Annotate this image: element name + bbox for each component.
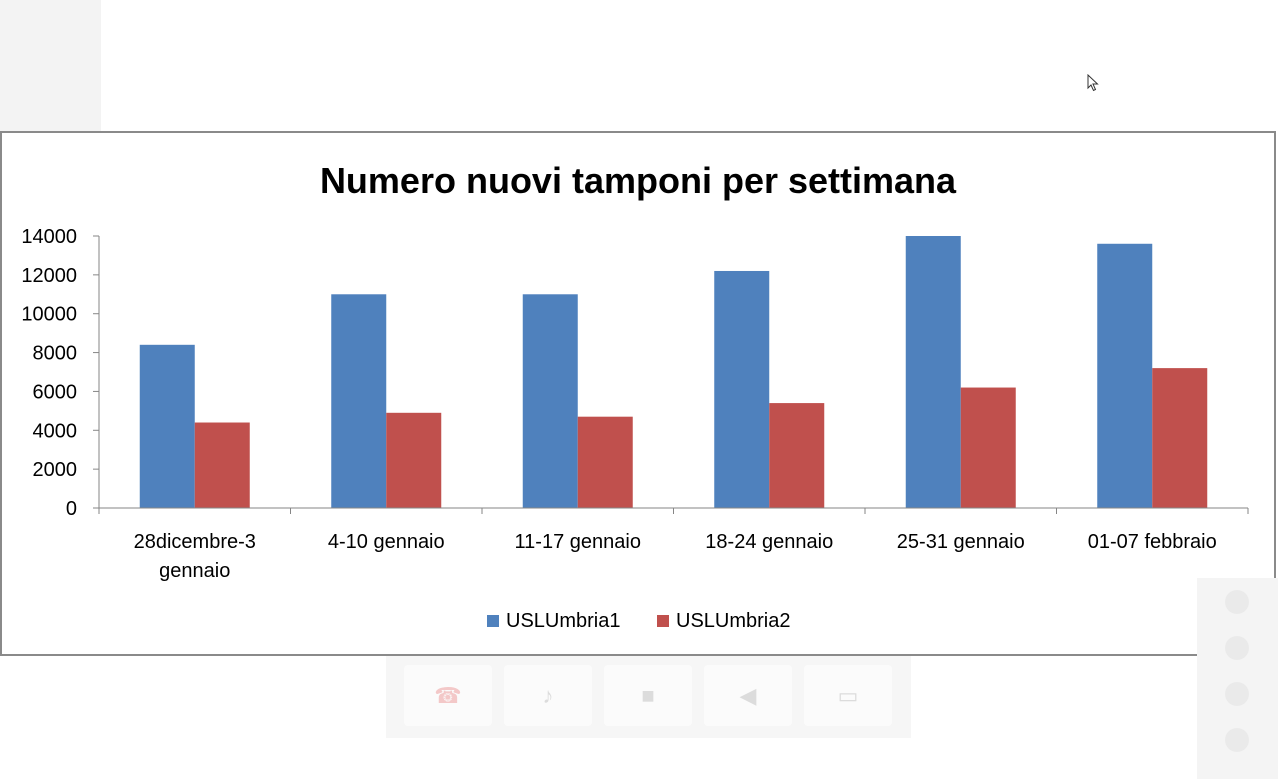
bar-USLUmbria1-3	[714, 270, 770, 508]
x-tick-label: 18-24 gennaio	[705, 531, 833, 553]
x-tick-label: 25-31 gennaio	[897, 531, 1025, 553]
legend-swatch	[487, 615, 499, 627]
bar-USLUmbria2-0	[194, 422, 250, 508]
hangup-button[interactable]: ☎	[404, 665, 492, 726]
participant-icon[interactable]	[1225, 682, 1249, 706]
right-panel	[1197, 578, 1278, 779]
bar-USLUmbria2-2	[577, 416, 633, 508]
x-tick-label: 4-10 gennaio	[328, 531, 445, 553]
microphone-icon: ♪	[542, 682, 554, 708]
bar-USLUmbria1-5	[1097, 243, 1153, 508]
x-tick-label: 11-17 gennaio	[515, 531, 641, 553]
legend-label: USLUmbria1	[506, 610, 620, 632]
screen-share-button[interactable]: ▭	[804, 665, 892, 726]
y-tick-label: 2000	[33, 459, 78, 481]
y-tick-label: 0	[66, 498, 77, 520]
y-tick-label: 10000	[21, 304, 77, 326]
speaker-button[interactable]: ◀	[704, 665, 792, 726]
bar-USLUmbria2-5	[1152, 368, 1208, 508]
x-tick-label: 28dicembre-3 gennaio	[134, 531, 256, 582]
bar-USLUmbria1-1	[331, 294, 387, 508]
mouse-cursor-icon	[1087, 74, 1099, 92]
hangup-icon: ☎	[434, 682, 462, 708]
bar-USLUmbria1-2	[522, 294, 578, 508]
participant-icon[interactable]	[1225, 590, 1249, 614]
y-tick-label: 6000	[33, 381, 78, 403]
y-tick-label: 8000	[33, 343, 78, 365]
microphone-button[interactable]: ♪	[504, 665, 592, 726]
speaker-icon: ◀	[739, 682, 757, 708]
y-tick-label: 12000	[21, 265, 77, 287]
bar-chart: Numero nuovi tamponi per settimana 0 2000…	[21, 160, 1249, 632]
chart-container: Numero nuovi tamponi per settimana 0 2000…	[0, 131, 1276, 656]
bar-USLUmbria2-4	[960, 387, 1016, 508]
bar-USLUmbria1-4	[905, 236, 961, 508]
y-tick-label: 4000	[33, 420, 78, 442]
y-tick-label: 14000	[21, 226, 77, 248]
participant-icon[interactable]	[1225, 728, 1249, 752]
screen-share-icon: ▭	[837, 682, 859, 708]
bar-USLUmbria2-3	[769, 403, 825, 508]
bar-USLUmbria2-1	[386, 412, 442, 508]
x-tick-label: 01-07 febbraio	[1088, 531, 1217, 553]
call-controls-bar: ☎ ♪ ■ ◀ ▭	[386, 656, 911, 738]
chart-title: Numero nuovi tamponi per settimana	[320, 160, 957, 201]
participant-icon[interactable]	[1225, 636, 1249, 660]
camera-icon: ■	[641, 682, 655, 708]
legend-swatch	[657, 615, 669, 627]
camera-button[interactable]: ■	[604, 665, 692, 726]
legend-label: USLUmbria2	[676, 610, 790, 632]
bar-USLUmbria1-0	[139, 344, 195, 508]
